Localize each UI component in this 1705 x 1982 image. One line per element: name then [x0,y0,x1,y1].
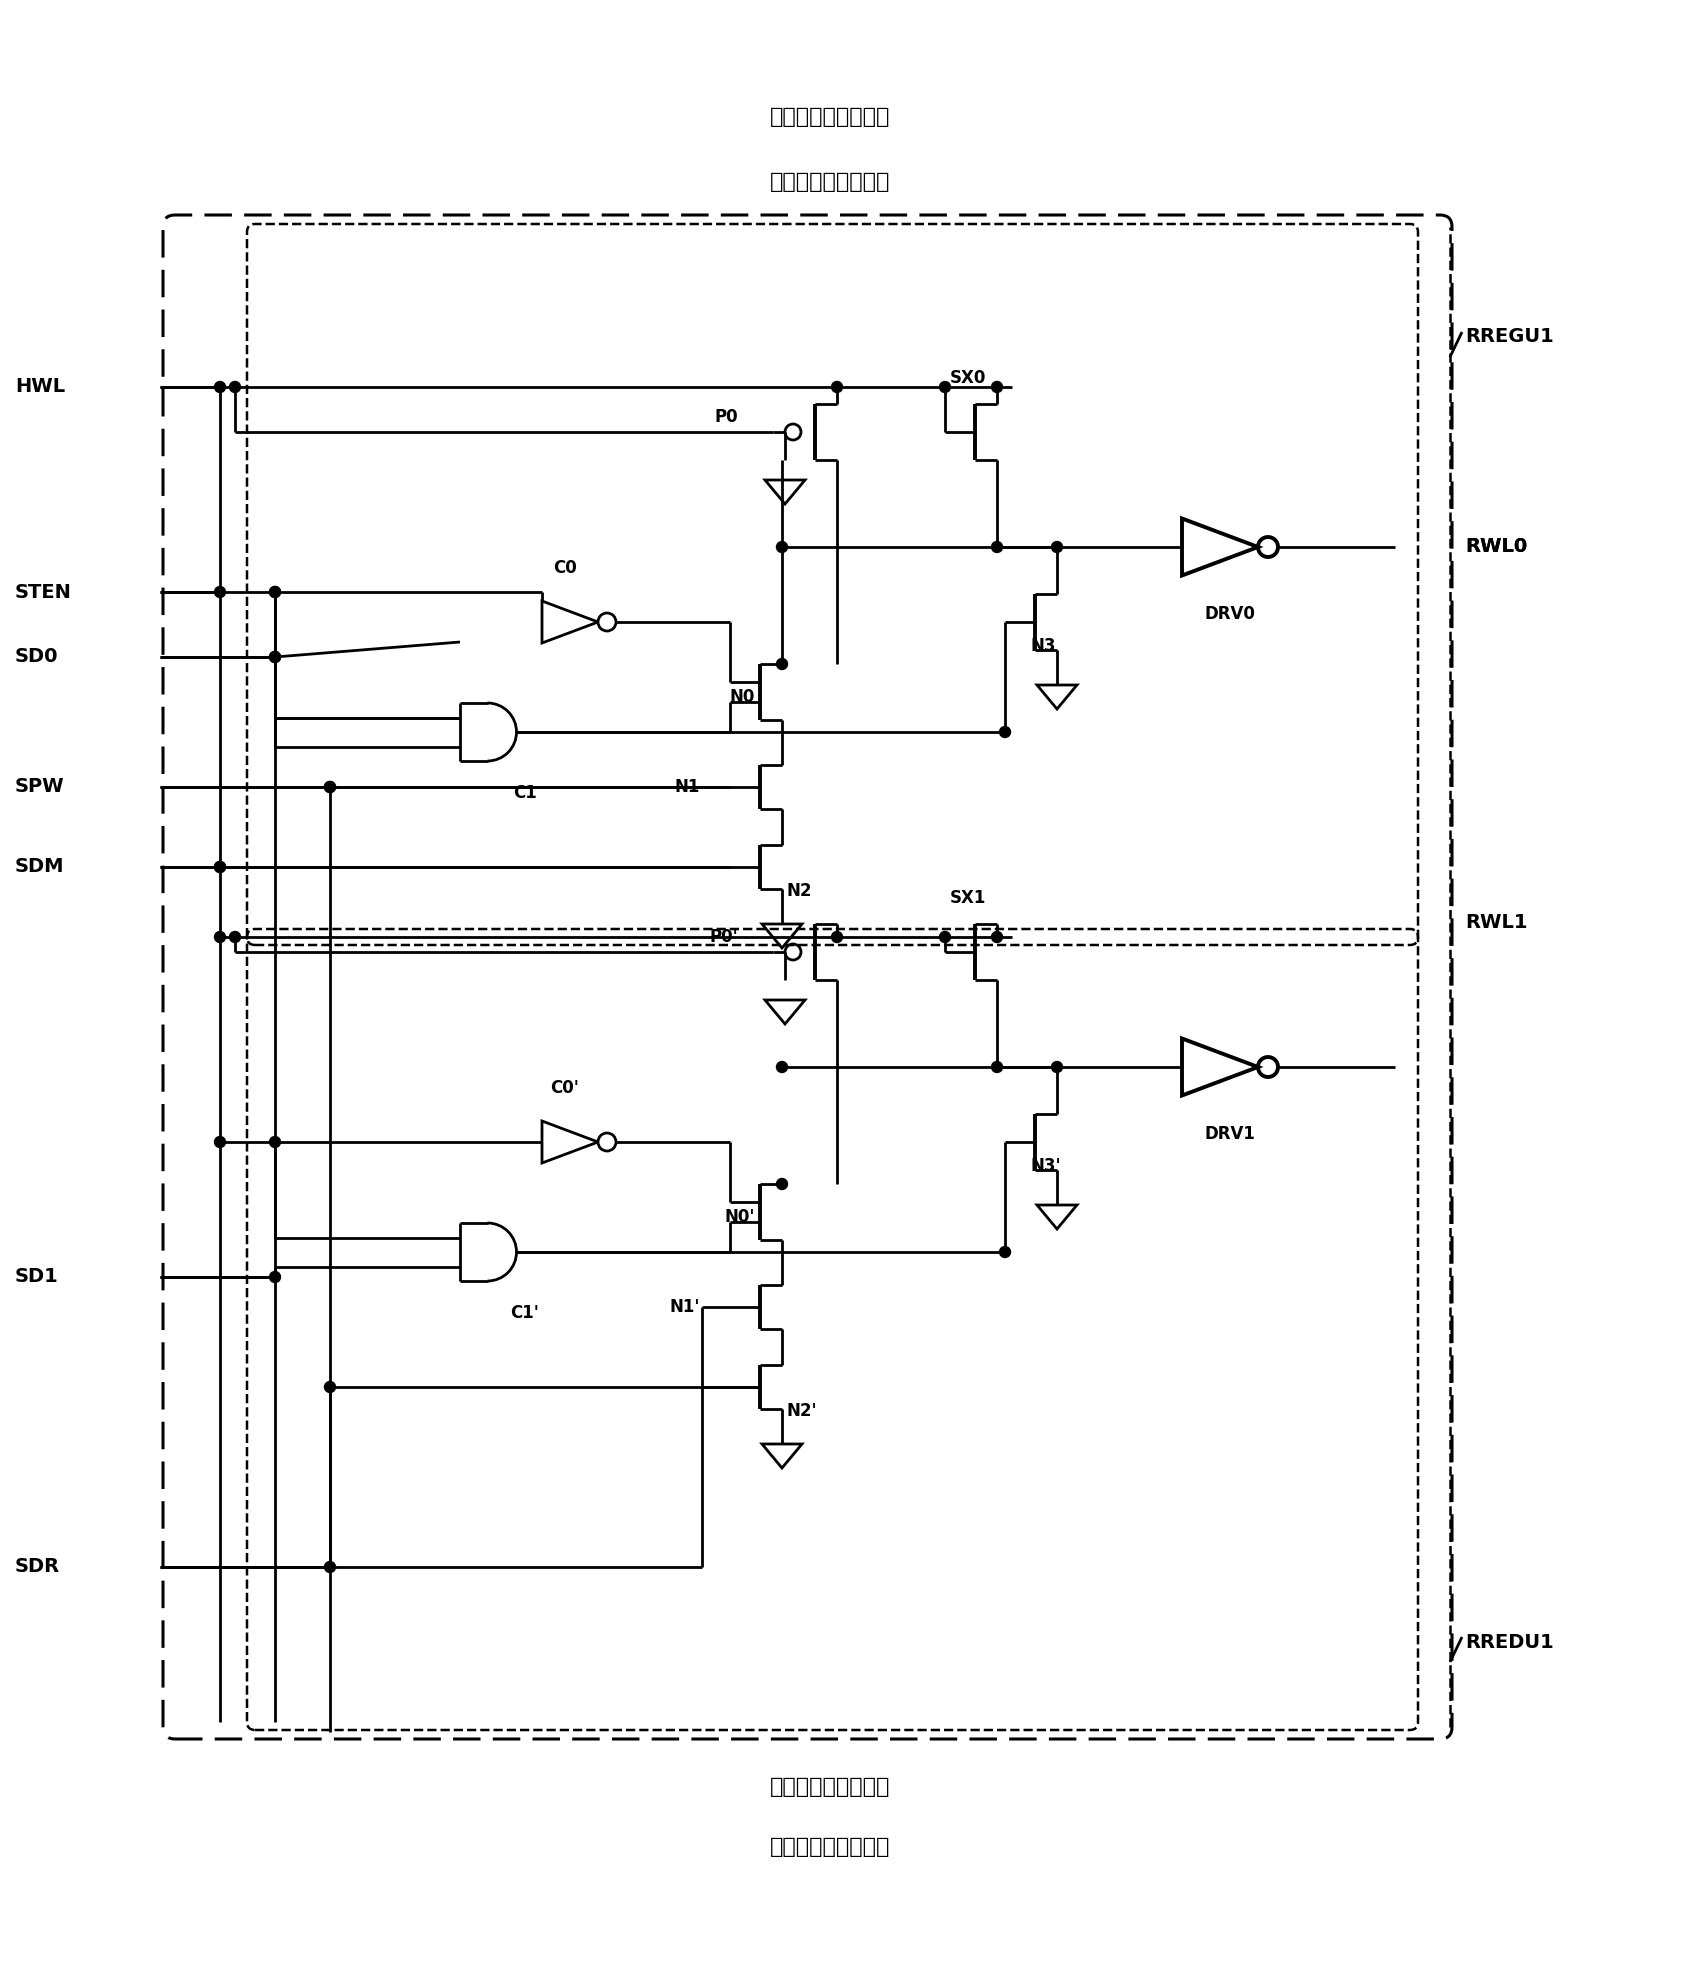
Circle shape [992,1062,1003,1072]
Circle shape [269,652,281,662]
Text: HWL: HWL [15,377,65,396]
Text: C0': C0' [551,1078,580,1096]
Circle shape [832,932,842,943]
Text: 用于选择冗余字线的: 用于选择冗余字线的 [771,1837,890,1857]
Circle shape [992,932,1003,943]
Text: RWL1: RWL1 [1465,912,1528,932]
Circle shape [215,862,225,872]
Circle shape [776,1062,788,1072]
Circle shape [832,381,842,392]
Text: C1': C1' [510,1304,539,1322]
Text: RREDU1: RREDU1 [1465,1633,1553,1651]
Circle shape [230,932,240,943]
Text: 参考字线的控制电路: 参考字线的控制电路 [771,107,890,127]
Text: 参考字线的控制电路: 参考字线的控制电路 [771,1778,890,1798]
Text: N1': N1' [670,1298,701,1316]
Circle shape [324,781,336,793]
Text: SD1: SD1 [15,1268,58,1286]
Text: P0': P0' [709,928,738,945]
Circle shape [215,587,225,597]
Text: STEN: STEN [15,583,72,601]
Circle shape [324,781,336,793]
Circle shape [1052,541,1062,553]
Circle shape [324,1381,336,1393]
Text: N2: N2 [788,882,813,900]
Polygon shape [542,601,598,642]
Circle shape [215,932,225,943]
Text: N3': N3' [1030,1157,1061,1175]
Polygon shape [1182,519,1258,575]
Circle shape [776,1179,788,1189]
Circle shape [999,1247,1011,1257]
Circle shape [269,587,281,597]
Text: 用于选择正常字线的: 用于选择正常字线的 [771,172,890,192]
Circle shape [776,658,788,670]
Text: DRV1: DRV1 [1204,1126,1255,1144]
Text: C1: C1 [513,785,537,803]
Text: SDM: SDM [15,858,65,876]
Circle shape [269,652,281,662]
Circle shape [324,1562,336,1572]
Circle shape [215,1136,225,1148]
Text: DRV0: DRV0 [1204,605,1255,622]
Text: SDR: SDR [15,1558,60,1576]
Circle shape [269,587,281,597]
Circle shape [992,541,1003,553]
Circle shape [1052,1062,1062,1072]
Text: RWL0: RWL0 [1465,537,1528,557]
Text: SD0: SD0 [15,648,58,666]
Circle shape [215,862,225,872]
Circle shape [939,932,950,943]
Text: N1: N1 [675,779,701,797]
Text: SPW: SPW [15,777,65,797]
Text: RWL0: RWL0 [1465,537,1528,557]
Polygon shape [1182,1039,1258,1096]
Text: SX0: SX0 [950,369,987,386]
Text: N2': N2' [788,1401,818,1419]
Text: RREGU1: RREGU1 [1465,327,1553,347]
Circle shape [269,1136,281,1148]
Circle shape [269,1272,281,1282]
Text: N0: N0 [730,688,755,706]
Text: P0: P0 [714,408,738,426]
Circle shape [999,727,1011,737]
Circle shape [230,381,240,392]
Text: N0': N0' [725,1207,755,1227]
Circle shape [939,381,950,392]
Circle shape [992,381,1003,392]
Circle shape [776,541,788,553]
Polygon shape [542,1122,598,1163]
Text: C0: C0 [552,559,576,577]
Text: SX1: SX1 [950,890,987,908]
Text: N3: N3 [1030,636,1055,654]
Circle shape [215,381,225,392]
